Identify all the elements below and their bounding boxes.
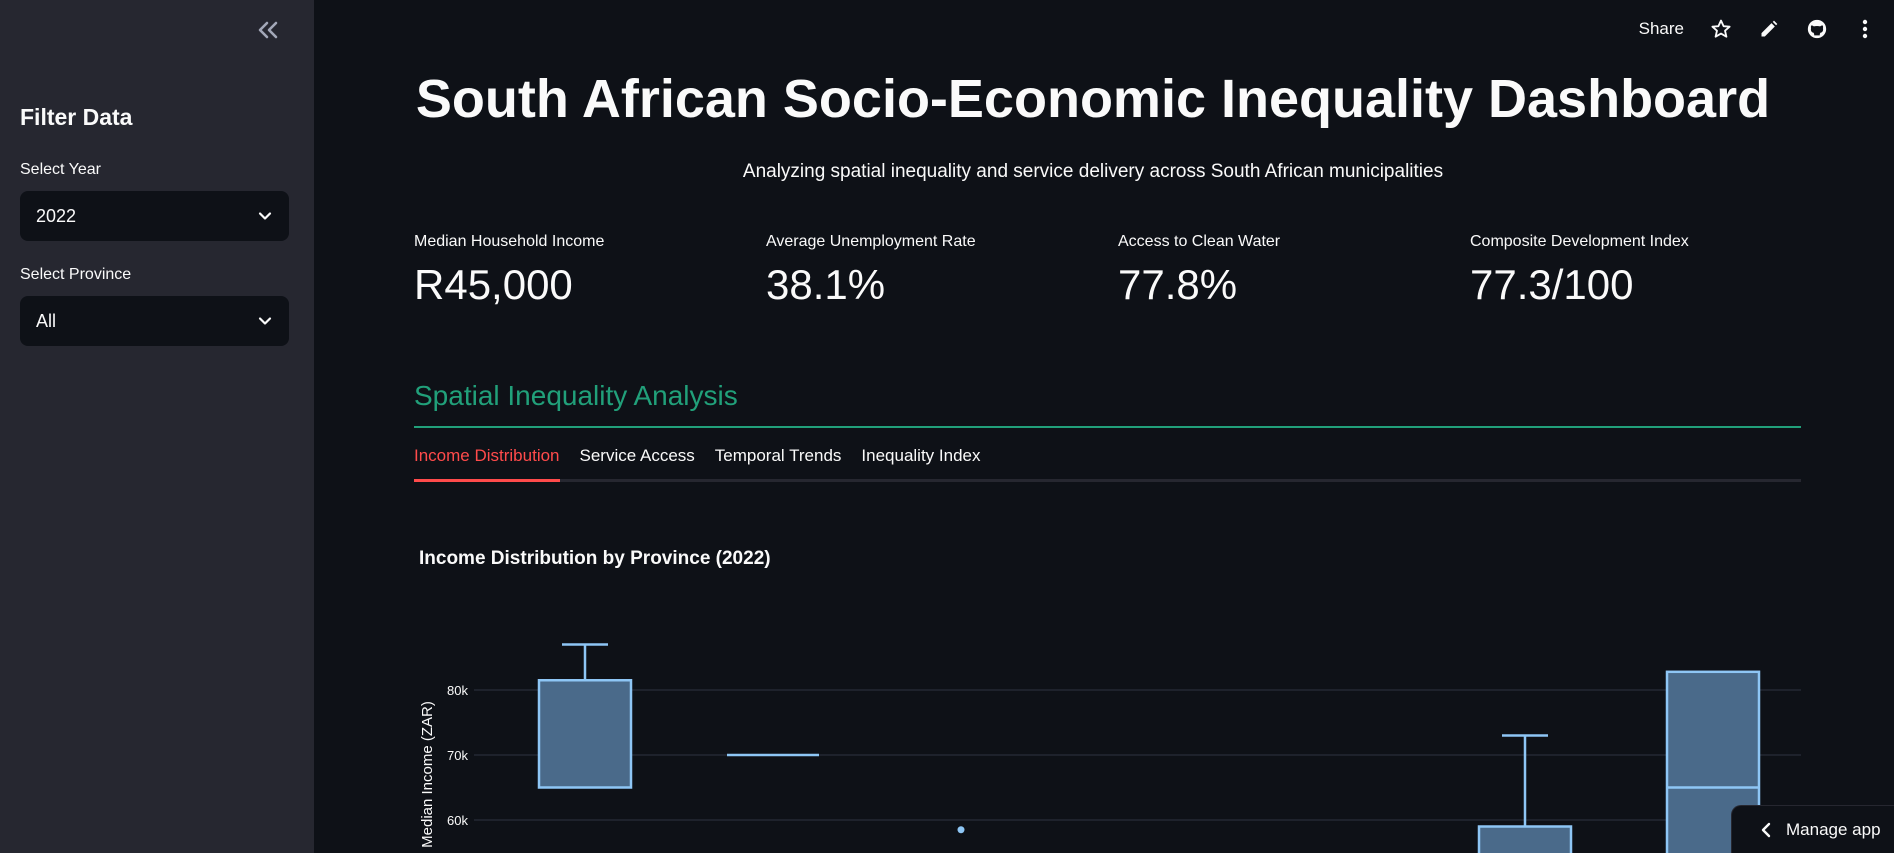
year-select-label: Select Year (20, 161, 101, 178)
collapse-sidebar-button[interactable] (254, 16, 282, 44)
y-tick-label: 80k (447, 683, 468, 698)
box-body (537, 679, 633, 789)
tab-inequality-index[interactable]: Inequality Index (861, 446, 981, 465)
pencil-icon (1761, 20, 1778, 37)
metric-unemployment: Average Unemployment Rate 38.1% (766, 233, 976, 309)
metric-median-income: Median Household Income R45,000 (414, 233, 604, 309)
metric-value: 38.1% (766, 261, 886, 308)
outlier-point (957, 826, 965, 834)
share-button[interactable]: Share (1638, 19, 1684, 38)
year-select[interactable]: 2022 (20, 191, 289, 241)
y-tick-label: 70k (447, 748, 468, 763)
chevron-down-icon (258, 212, 272, 220)
page-subtitle: Analyzing spatial inequality and service… (742, 161, 1444, 182)
province-select-label: Select Province (20, 266, 132, 283)
main-menu-button[interactable] (1854, 18, 1876, 40)
year-select-value: 2022 (36, 205, 77, 226)
metric-clean-water: Access to Clean Water 77.8% (1118, 233, 1280, 309)
chevron-left-icon (1761, 822, 1771, 837)
tab-income-distribution[interactable]: Income Distribution (414, 444, 560, 482)
section-divider (414, 426, 1801, 428)
double-chevron-left-icon (258, 21, 278, 39)
metric-label: Access to Clean Water (1118, 233, 1281, 250)
chevron-down-icon (258, 317, 272, 325)
y-axis-label: Median Income (ZAR) (419, 701, 436, 848)
manage-app-label: Manage app (1786, 819, 1881, 839)
province-select[interactable]: All (20, 296, 289, 346)
province-select-value: All (36, 310, 57, 331)
income-box-plot: 80k 70k 60k Median Income (ZAR) (419, 643, 1801, 853)
sidebar: Filter Data Select Year 2022 Select Prov… (0, 0, 314, 853)
chart-title: Income Distribution by Province (2022) (419, 548, 771, 569)
tab-bar: Income Distribution Service Access Tempo… (414, 444, 981, 482)
box-body (1477, 825, 1573, 853)
metric-value: 77.8% (1118, 261, 1238, 308)
page-title: South African Socio-Economic Inequality … (415, 69, 1771, 129)
y-tick-label: 60k (447, 813, 468, 828)
tabs-divider (414, 479, 1801, 482)
tab-temporal-trends[interactable]: Temporal Trends (714, 446, 842, 465)
metric-label: Median Household Income (414, 233, 605, 250)
star-button[interactable] (1710, 18, 1732, 40)
edit-button[interactable] (1758, 18, 1780, 40)
metric-label: Average Unemployment Rate (766, 233, 976, 250)
star-icon (1711, 19, 1731, 38)
metric-label: Composite Development Index (1470, 233, 1689, 250)
header-toolbar: Share (1639, 14, 1876, 44)
vertical-dots-icon (1862, 19, 1868, 39)
section-title: Spatial Inequality Analysis (414, 380, 738, 411)
manage-app-button[interactable]: Manage app (1731, 805, 1894, 853)
sidebar-title: Filter Data (20, 104, 133, 130)
github-icon (1807, 19, 1827, 39)
github-button[interactable] (1806, 18, 1828, 40)
metric-value: 77.3/100 (1470, 261, 1634, 308)
metric-development-index: Composite Development Index 77.3/100 (1470, 233, 1689, 309)
metric-value: R45,000 (414, 261, 573, 308)
tab-service-access[interactable]: Service Access (579, 446, 695, 465)
